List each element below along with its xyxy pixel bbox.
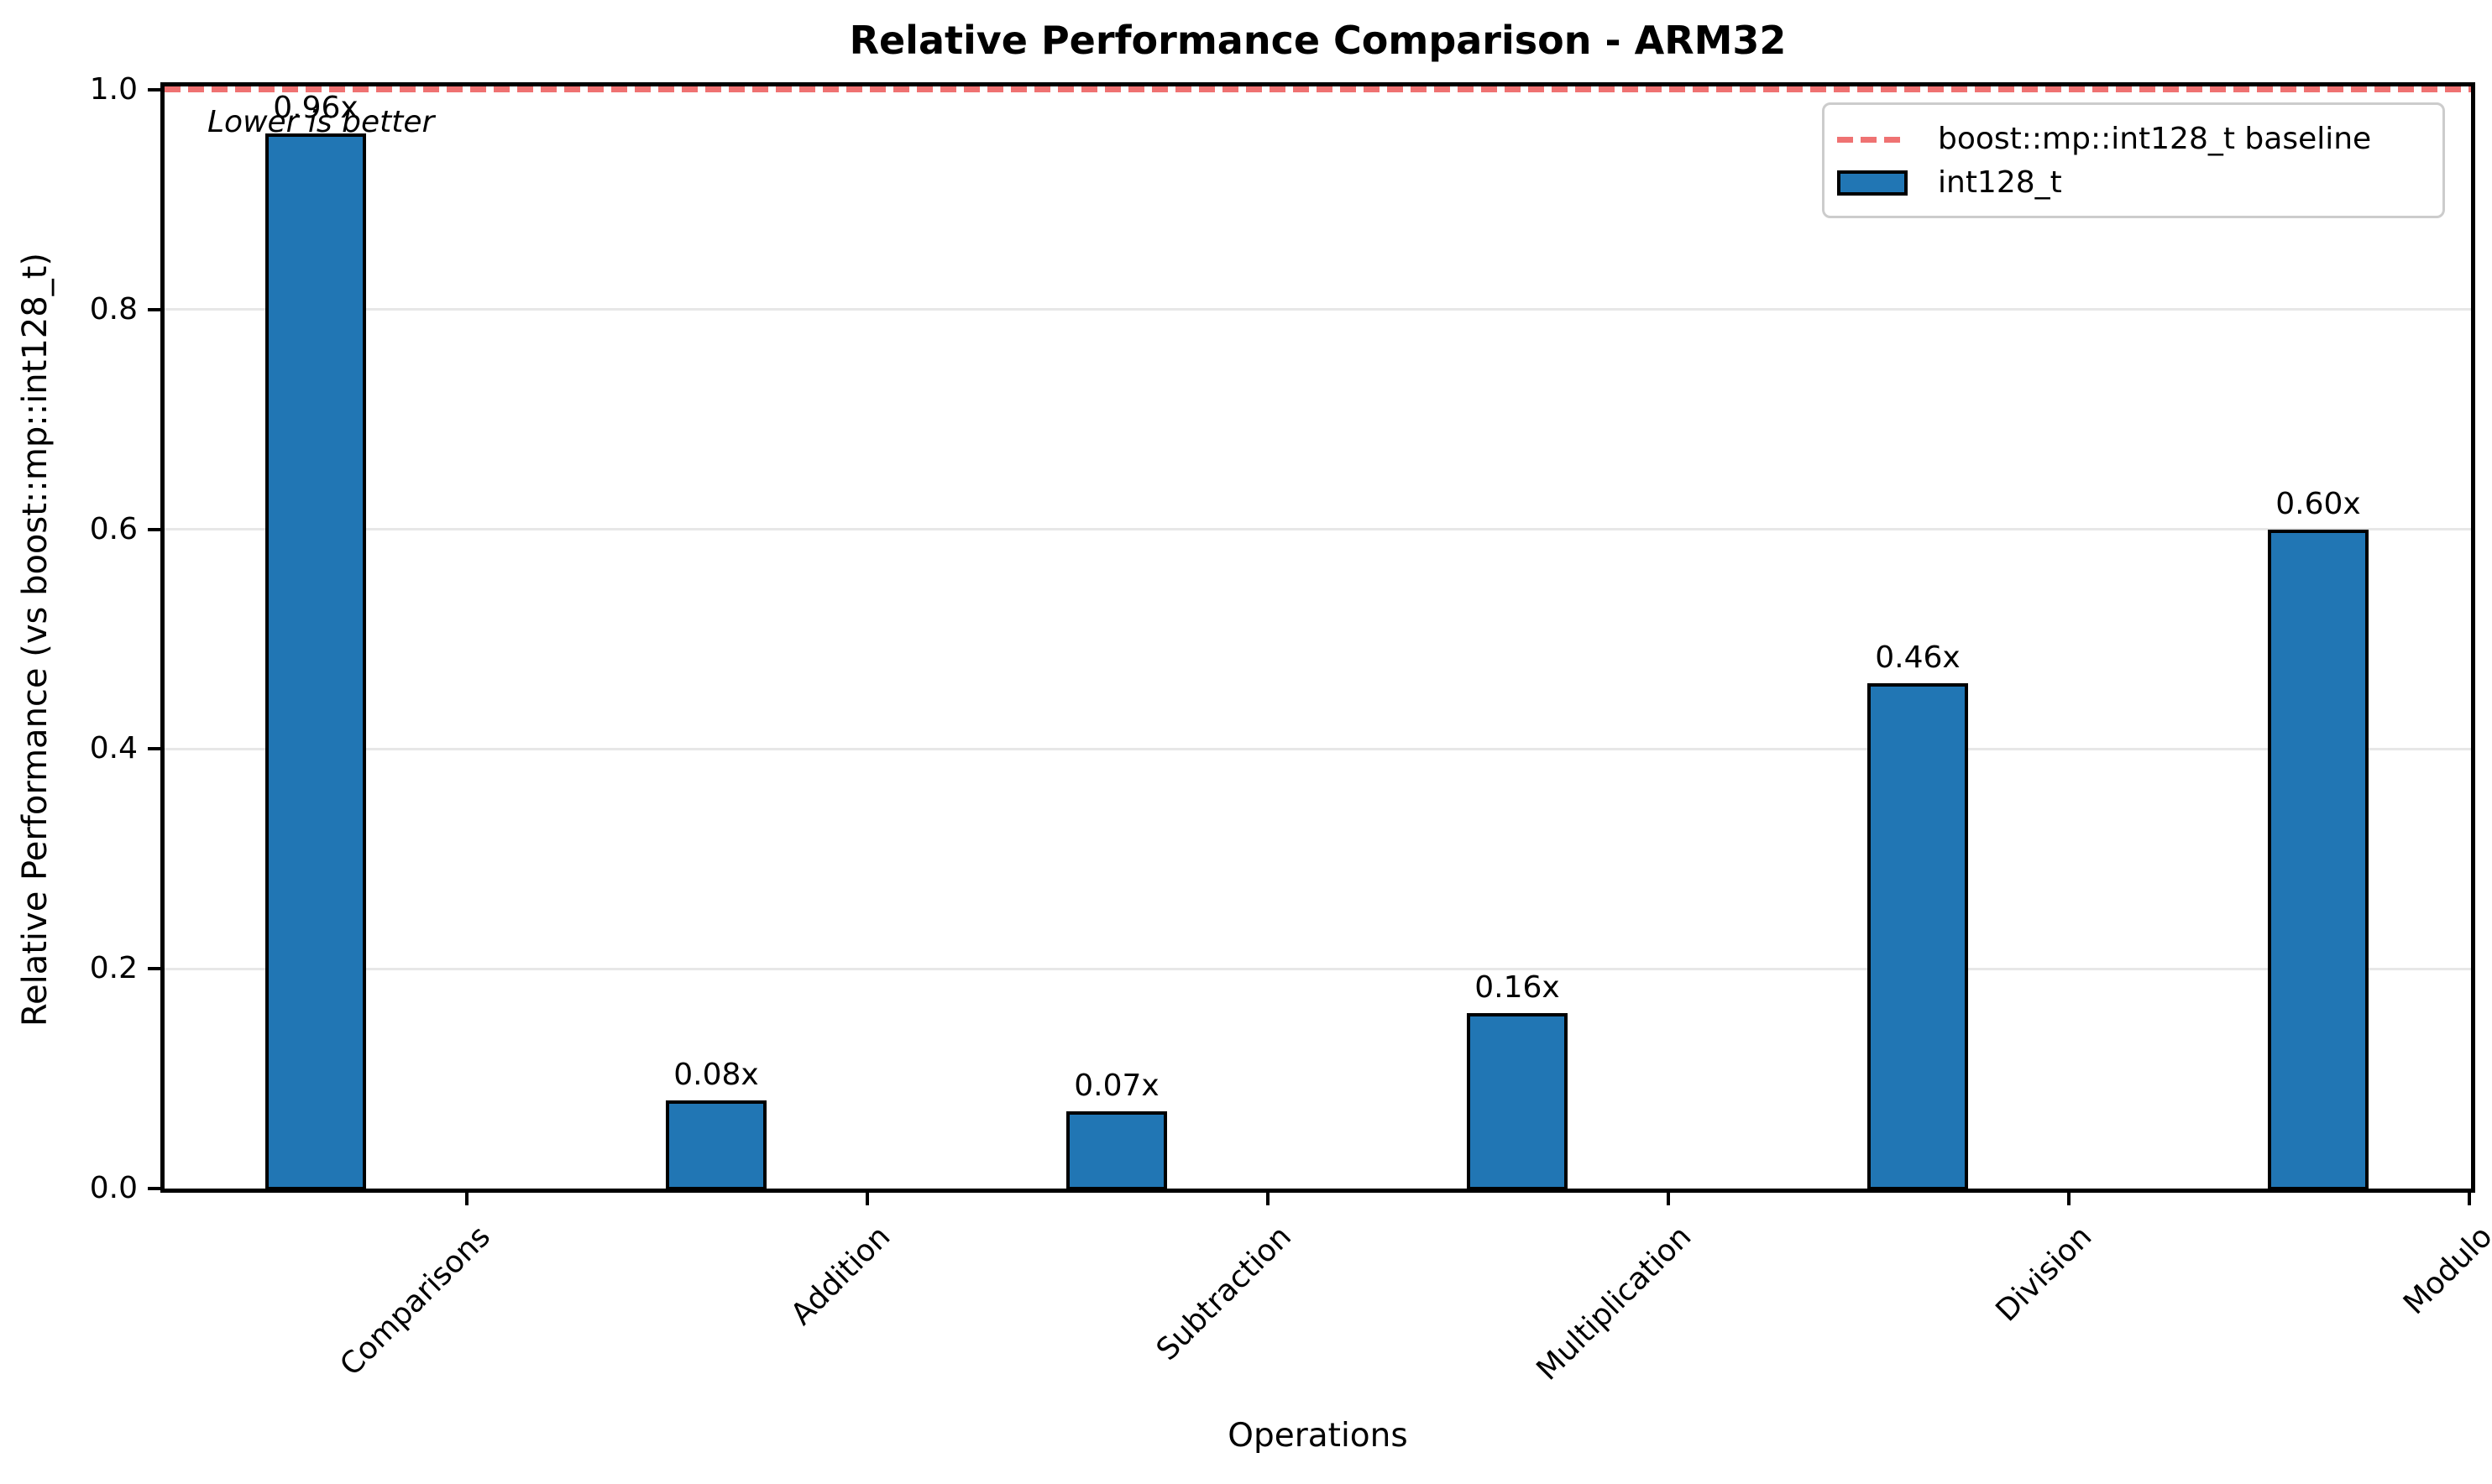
x-tick-label-subtraction: Subtraction	[1149, 1219, 1298, 1367]
bar-value-label: 0.96x	[273, 91, 359, 126]
gridline-y-0.4	[165, 747, 2471, 750]
x-tick-label-addition: Addition	[784, 1219, 898, 1332]
y-tick-label: 0.2	[89, 951, 138, 986]
gridline-y-0.2	[165, 967, 2471, 970]
x-tick-mark	[2067, 1193, 2071, 1205]
y-tick-label: 1.0	[89, 72, 138, 107]
bar-division	[1867, 682, 1968, 1190]
x-tick-mark	[2468, 1193, 2471, 1205]
chart-title: Relative Performance Comparison - ARM32	[849, 18, 1787, 63]
legend-box: boost::mp::int128_t baseline int128_t	[1822, 102, 2445, 218]
gridline-y-0.6	[165, 528, 2471, 531]
x-tick-mark	[1266, 1193, 1270, 1205]
bar-value-label: 0.08x	[673, 1058, 759, 1093]
bar-addition	[666, 1100, 767, 1190]
plot-area-frame	[160, 82, 2475, 1193]
y-tick-mark	[148, 307, 160, 311]
bar-subtraction	[1066, 1111, 1167, 1190]
bar-comparisons	[265, 133, 366, 1190]
gridline-y-0.8	[165, 308, 2471, 311]
x-tick-label-multiplication: Multiplication	[1530, 1219, 1699, 1387]
bar-value-label: 0.46x	[1875, 640, 1961, 675]
y-tick-mark	[148, 967, 160, 971]
legend-row-int128: int128_t	[1837, 163, 2426, 203]
bar-value-label: 0.60x	[2275, 486, 2361, 521]
y-tick-label: 0.8	[89, 291, 138, 327]
y-tick-label: 0.0	[89, 1171, 138, 1205]
bar-patch-legend-marker	[1837, 170, 1908, 196]
legend-label-baseline: boost::mp::int128_t baseline	[1938, 122, 2372, 156]
y-tick-mark	[148, 88, 160, 91]
dashed-line-legend-marker	[1837, 136, 1908, 143]
x-axis-title: Operations	[1228, 1417, 1408, 1455]
y-axis-title: Relative Performance (vs boost::mp::int1…	[16, 253, 55, 1027]
y-tick-mark	[148, 747, 160, 751]
legend-row-baseline: boost::mp::int128_t baseline	[1837, 119, 2426, 159]
x-tick-label-comparisons: Comparisons	[333, 1219, 497, 1383]
legend-label-int128: int128_t	[1938, 165, 2062, 200]
bar-value-label: 0.16x	[1474, 969, 1560, 1005]
bar-value-label: 0.07x	[1074, 1069, 1160, 1104]
x-tick-label-modulo: Modulo	[2397, 1219, 2492, 1322]
bar-multiplication	[1467, 1012, 1568, 1190]
bar-modulo	[2268, 529, 2369, 1190]
y-tick-mark	[148, 1187, 160, 1190]
y-tick-mark	[148, 527, 160, 531]
x-tick-mark	[866, 1193, 869, 1205]
y-tick-label: 0.6	[89, 511, 138, 546]
baseline-dashed-line	[165, 86, 2471, 92]
lower-is-better-annotation: Lower is better	[207, 105, 435, 139]
x-tick-mark	[465, 1193, 469, 1205]
x-tick-mark	[1667, 1193, 1670, 1205]
x-tick-label-division: Division	[1989, 1219, 2099, 1329]
y-tick-label: 0.4	[89, 731, 138, 766]
